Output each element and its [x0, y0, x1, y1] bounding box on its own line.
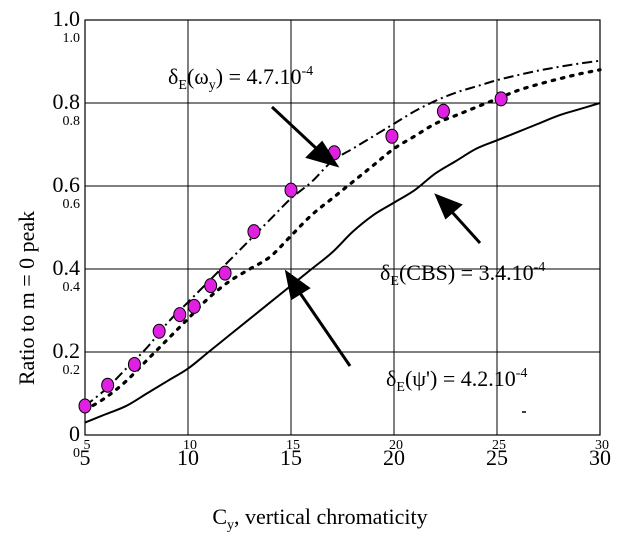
y-tick-label: 0.4	[53, 255, 81, 280]
x-axis-label: Cy, vertical chromaticity	[212, 504, 427, 533]
x-tick-label-small: 30	[595, 438, 609, 453]
x-tick-label: 5	[80, 445, 91, 470]
x-tick-label-small: 10	[183, 438, 197, 453]
measured-point	[78, 398, 92, 414]
x-tick-label-small: 5	[84, 438, 91, 453]
x-tick-label-small: 15	[286, 438, 300, 453]
y-tick-label-small: 0	[73, 446, 80, 461]
y-tick-label-small: 1.0	[63, 31, 81, 46]
arrow-omega	[270, 105, 320, 152]
measured-point	[173, 307, 187, 323]
measured-points	[78, 91, 508, 414]
series-line-dotted	[83, 68, 602, 412]
arrows	[270, 105, 482, 367]
arrow-psi	[298, 292, 352, 367]
x-tick-label: 10	[177, 445, 199, 470]
plot-frame	[84, 19, 601, 436]
measured-point	[247, 224, 261, 240]
y-tick-label: 0.6	[53, 172, 81, 197]
x-tick-label: 20	[383, 445, 405, 470]
y-tick-label: 0	[69, 421, 80, 446]
y-tick-label: 0.2	[53, 338, 81, 363]
x-tick-label: 25	[486, 445, 508, 470]
y-tick-label-small: 0.6	[63, 197, 81, 212]
y-tick-label: 1.0	[53, 6, 81, 31]
x-tick-label-small: 20	[389, 438, 403, 453]
annotation-psi: δE(ψ') = 4.2.10-4	[386, 366, 527, 395]
series-layer	[83, 59, 602, 424]
annotation-omega: δE(ωy) = 4.7.10-4	[168, 64, 313, 93]
arrow-cbs	[450, 210, 482, 245]
y-tick-label-small: 0.2	[63, 363, 81, 378]
measured-point	[204, 278, 218, 294]
y-axis-label: Ratio to m = 0 peak	[14, 211, 39, 385]
measured-point	[101, 377, 115, 393]
measured-point	[152, 323, 166, 339]
x-tick-label-small: 25	[492, 438, 506, 453]
arrow-psi-head	[284, 269, 311, 301]
measured-point	[494, 91, 508, 107]
series-line-solid	[84, 102, 601, 424]
annotation-cbs: δE(CBS) = 3.4.10-4	[380, 260, 545, 289]
y-tick-label-small: 0.8	[63, 114, 81, 129]
measured-point	[218, 265, 232, 281]
arrow-cbs-head	[434, 193, 463, 220]
measured-point	[284, 182, 298, 198]
arrow-omega-head	[305, 140, 340, 168]
x-tick-label: 15	[280, 445, 302, 470]
measured-point	[127, 356, 141, 372]
measured-point	[436, 103, 450, 119]
series-line-dashdot	[84, 59, 601, 407]
measured-point	[187, 298, 201, 314]
y-tick-label: 0.8	[53, 89, 81, 114]
measured-point	[385, 128, 399, 144]
x-tick-label: 30	[589, 445, 611, 470]
y-tick-label-small: 0.4	[63, 280, 81, 295]
